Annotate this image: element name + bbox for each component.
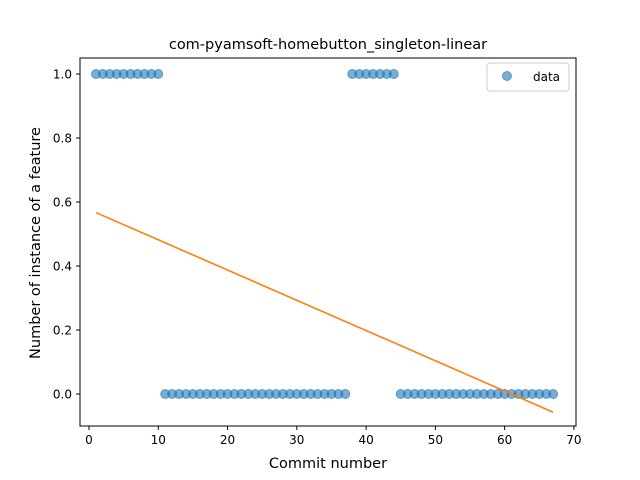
- plot-area: [91, 70, 557, 413]
- y-tick-label: 0.0: [53, 388, 72, 402]
- axes: 0 10 20 30 40 50 60 70 0.0 0.2 0.4 0.6 0.8 1.0: [53, 58, 582, 447]
- x-tick-label: 40: [358, 433, 373, 447]
- x-tick-label: 70: [566, 433, 581, 447]
- y-tick-label: 0.8: [53, 132, 72, 146]
- legend-marker: [503, 72, 512, 81]
- y-tick-label: 0.4: [53, 260, 72, 274]
- legend: data: [487, 63, 569, 91]
- data-point: [389, 70, 398, 79]
- x-tick-label: 10: [151, 433, 166, 447]
- x-tick-label: 20: [220, 433, 235, 447]
- y-tick-label: 0.6: [53, 196, 72, 210]
- x-tick-label: 0: [85, 433, 93, 447]
- trend-line: [96, 213, 553, 413]
- x-tick-label: 50: [428, 433, 443, 447]
- chart-title: com-pyamsoft-homebutton_singleton-linear: [169, 37, 487, 53]
- x-axis-label: Commit number: [269, 456, 387, 472]
- y-axis-label: Number of instance of a feature: [28, 127, 44, 359]
- legend-label: data: [533, 70, 560, 84]
- x-tick-label: 30: [289, 433, 304, 447]
- data-point: [341, 390, 350, 399]
- axes-frame: [80, 58, 576, 426]
- data-point: [154, 70, 163, 79]
- y-tick-label: 0.2: [53, 324, 72, 338]
- data-point: [549, 390, 558, 399]
- x-tick-label: 60: [497, 433, 512, 447]
- y-tick-label: 1.0: [53, 68, 72, 82]
